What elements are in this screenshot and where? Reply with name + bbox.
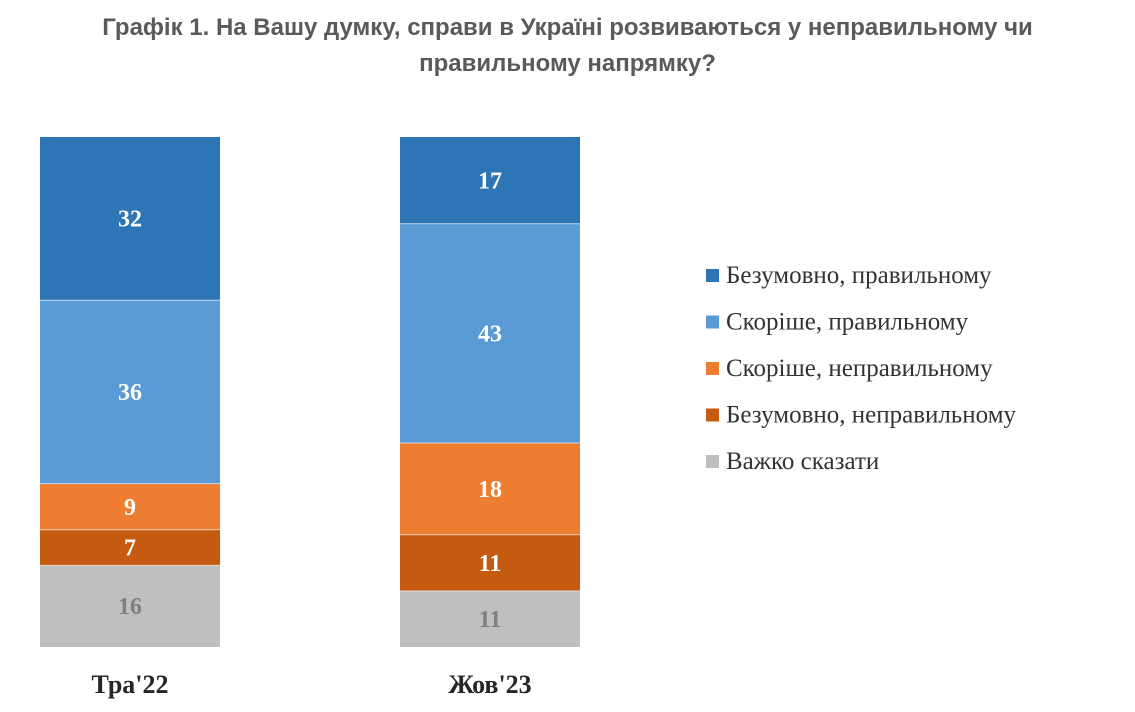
bar-segment <box>40 565 220 647</box>
chart-title-line-1: Графік 1. На Вашу думку, справи в Україн… <box>102 14 1033 41</box>
legend-swatch <box>706 269 719 282</box>
data-label: 43 <box>478 321 502 347</box>
bar-segment <box>40 137 220 301</box>
chart-title: Графік 1. На Вашу думку, справи в Україн… <box>0 10 1135 82</box>
bar-segment <box>40 529 220 566</box>
bar-segment <box>400 590 580 647</box>
bar-segment <box>400 223 580 443</box>
legend-swatch <box>706 455 719 468</box>
bar-segment <box>400 534 580 591</box>
data-label: 11 <box>479 551 502 577</box>
data-label: 17 <box>478 168 502 194</box>
bar-segment <box>40 300 220 484</box>
legend-swatch <box>706 362 719 375</box>
data-label: 16 <box>118 594 142 620</box>
legend-label: Безумовно, правильному <box>726 262 992 289</box>
data-label: 7 <box>124 536 136 562</box>
bar-stack-2: 17 43 18 11 11 <box>400 137 580 647</box>
bar-stack-1: 32 36 9 7 16 <box>40 137 220 647</box>
legend-label: Скоріше, правильному <box>726 309 969 336</box>
data-label: 32 <box>118 207 142 233</box>
data-label: 18 <box>478 477 502 503</box>
legend: Безумовно, правильному Скоріше, правильно… <box>706 262 1017 475</box>
data-label: 11 <box>479 607 502 633</box>
legend-swatch <box>706 315 719 329</box>
bar-segment <box>400 443 580 535</box>
legend-label: Важко сказати <box>726 448 879 475</box>
category-label: Жов'23 <box>448 670 531 699</box>
bar-segment <box>400 137 580 224</box>
legend-label: Скоріше, неправильному <box>726 355 993 382</box>
chart-title-line-2: правильному напрямку? <box>419 50 716 77</box>
legend-label: Безумовно, неправильному <box>726 402 1017 429</box>
bar-segment <box>40 483 220 530</box>
data-label: 36 <box>118 380 142 406</box>
data-label: 9 <box>124 495 136 521</box>
category-label: Тра'22 <box>91 670 168 699</box>
legend-swatch <box>706 408 719 422</box>
